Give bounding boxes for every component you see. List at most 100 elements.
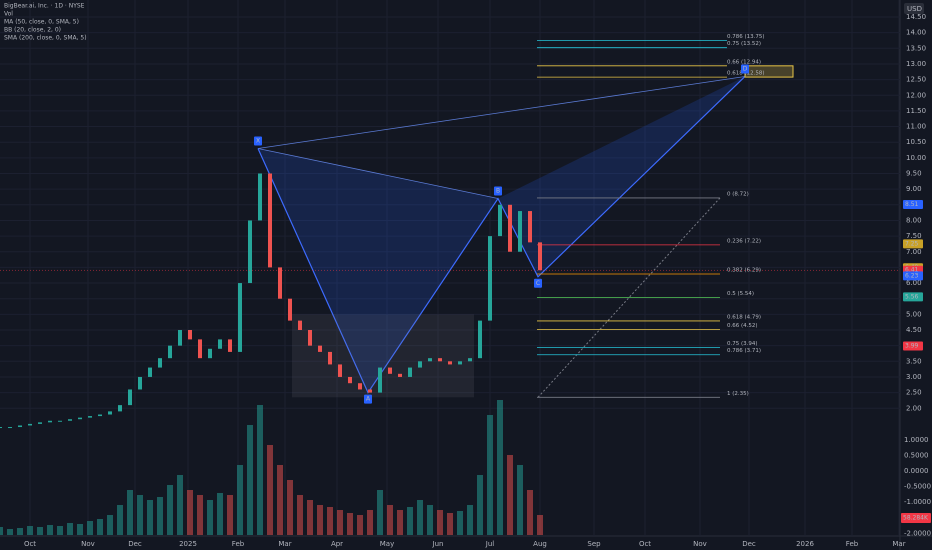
volume-bar [147, 500, 153, 535]
candle [418, 361, 422, 368]
time-label: Oct [639, 540, 651, 548]
legend-text: BB (20, close, 2, 0) [4, 27, 61, 34]
fib-label: 0.786 (3.71) [727, 348, 761, 354]
volume-tick-label: -1.0000 [904, 498, 931, 506]
time-label: Dec [128, 540, 142, 548]
candle [188, 330, 192, 340]
candle [348, 376, 352, 384]
volume-bar [377, 490, 383, 535]
volume-bar [157, 497, 163, 535]
price-tick-label: 9.50 [906, 170, 922, 178]
volume-bar [487, 415, 493, 535]
volume-bar [537, 515, 543, 535]
candle [378, 367, 382, 393]
volume-bar [427, 505, 433, 535]
candle [518, 211, 522, 252]
price-badge [903, 341, 923, 351]
candle [288, 298, 292, 321]
candle [398, 373, 402, 377]
volume-bar [357, 515, 363, 535]
time-label: Feb [846, 540, 859, 548]
fib-label: 0.66 (4.52) [727, 323, 758, 329]
candle [478, 320, 482, 359]
time-label: May [380, 540, 394, 548]
price-tick-label: 6.00 [906, 279, 922, 287]
candle [18, 425, 22, 428]
candle [158, 358, 162, 368]
candle [468, 358, 472, 362]
volume-bar [407, 507, 413, 535]
trend-line [537, 197, 721, 398]
volume-tick-label: -2.0000 [904, 529, 931, 537]
volume-bar [107, 515, 113, 535]
volume-bar [127, 490, 133, 535]
volume-bar [267, 445, 273, 535]
volume-bar [367, 510, 373, 535]
price-tick-label: 9.00 [906, 185, 922, 193]
time-label: Nov [693, 540, 707, 548]
price-badge-label: 7.25 [905, 240, 919, 247]
candle [328, 351, 332, 365]
pattern-point-label: D [743, 65, 748, 72]
candle [338, 364, 342, 377]
pattern-point-label: X [256, 137, 260, 144]
candle [168, 345, 172, 359]
volume-bar [387, 505, 393, 535]
candle [228, 339, 232, 352]
volume-bar [517, 465, 523, 535]
legend-text: MA (50, close, 0, SMA, 5) [4, 19, 79, 26]
candle [178, 330, 182, 346]
volume-bar [307, 500, 313, 535]
volume-bar [167, 485, 173, 535]
time-label: Aug [533, 540, 547, 548]
candle [108, 411, 112, 415]
candle [318, 345, 322, 352]
volume-bar [317, 505, 323, 535]
volume-bar [327, 507, 333, 535]
fib-label: 0.618 (4.79) [727, 314, 761, 320]
pattern-point-box [494, 186, 502, 196]
volume-bar [347, 513, 353, 535]
pattern-point-box [534, 278, 542, 288]
volume-bar [97, 519, 103, 535]
candle [208, 348, 212, 359]
volume-bar [457, 511, 463, 535]
volume-badge [901, 513, 931, 523]
volume-bar [447, 513, 453, 535]
candle [458, 361, 462, 365]
volume-bar [527, 490, 533, 535]
volume-bar [257, 405, 263, 535]
volume-bar [397, 510, 403, 535]
candle [488, 236, 492, 321]
candle [138, 376, 142, 390]
volume-bar [237, 465, 243, 535]
volume-bar [87, 521, 93, 535]
pattern-point-label: B [496, 188, 500, 195]
pattern-point-box [254, 136, 262, 146]
price-tick-label: 3.50 [906, 357, 922, 365]
time-label: Apr [331, 540, 343, 548]
fib-label: 0 (8.72) [727, 191, 749, 197]
volume-bar [297, 495, 303, 535]
candle [278, 267, 282, 299]
volume-bar [177, 475, 183, 535]
volume-bar [187, 490, 193, 535]
volume-bar [57, 526, 63, 535]
candle [198, 339, 202, 359]
candle [388, 367, 392, 374]
time-label: 2026 [796, 540, 814, 548]
price-badge-label: 6.41 [905, 267, 919, 274]
pattern-point-box [741, 64, 749, 74]
pattern-point-label: A [366, 396, 371, 403]
price-tick-label: 14.00 [906, 29, 926, 37]
volume-bar [437, 510, 443, 535]
pattern-line [257, 148, 499, 199]
time-label: Oct [24, 540, 36, 548]
volume-tick-label: -0.5000 [904, 483, 931, 491]
volume-tick-label: 0.0000 [904, 467, 929, 475]
fib-label: 0.75 (3.94) [727, 341, 758, 347]
time-label: Mar [278, 540, 291, 548]
fib-label: 0.382 (6.29) [727, 267, 761, 273]
candle [218, 339, 222, 349]
